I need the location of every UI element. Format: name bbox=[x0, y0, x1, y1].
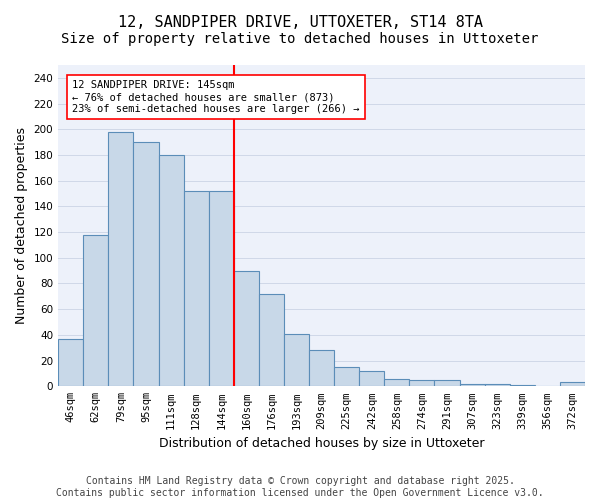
Bar bbox=[359, 371, 385, 386]
Text: Contains HM Land Registry data © Crown copyright and database right 2025.
Contai: Contains HM Land Registry data © Crown c… bbox=[56, 476, 544, 498]
Text: 12, SANDPIPER DRIVE, UTTOXETER, ST14 8TA: 12, SANDPIPER DRIVE, UTTOXETER, ST14 8TA bbox=[118, 15, 482, 30]
X-axis label: Distribution of detached houses by size in Uttoxeter: Distribution of detached houses by size … bbox=[159, 437, 484, 450]
Text: 12 SANDPIPER DRIVE: 145sqm
← 76% of detached houses are smaller (873)
23% of sem: 12 SANDPIPER DRIVE: 145sqm ← 76% of deta… bbox=[72, 80, 359, 114]
Bar bbox=[209, 191, 234, 386]
Bar bbox=[83, 234, 109, 386]
Bar bbox=[560, 382, 585, 386]
Bar bbox=[158, 155, 184, 386]
Bar bbox=[184, 191, 209, 386]
Bar bbox=[385, 378, 409, 386]
Bar bbox=[510, 385, 535, 386]
Bar bbox=[334, 367, 359, 386]
Bar bbox=[434, 380, 460, 386]
Bar bbox=[460, 384, 485, 386]
Bar bbox=[409, 380, 434, 386]
Text: Size of property relative to detached houses in Uttoxeter: Size of property relative to detached ho… bbox=[61, 32, 539, 46]
Bar bbox=[485, 384, 510, 386]
Bar bbox=[309, 350, 334, 386]
Bar bbox=[133, 142, 158, 386]
Bar bbox=[284, 334, 309, 386]
Bar bbox=[234, 270, 259, 386]
Bar bbox=[109, 132, 133, 386]
Bar bbox=[58, 339, 83, 386]
Bar bbox=[259, 294, 284, 386]
Y-axis label: Number of detached properties: Number of detached properties bbox=[15, 127, 28, 324]
